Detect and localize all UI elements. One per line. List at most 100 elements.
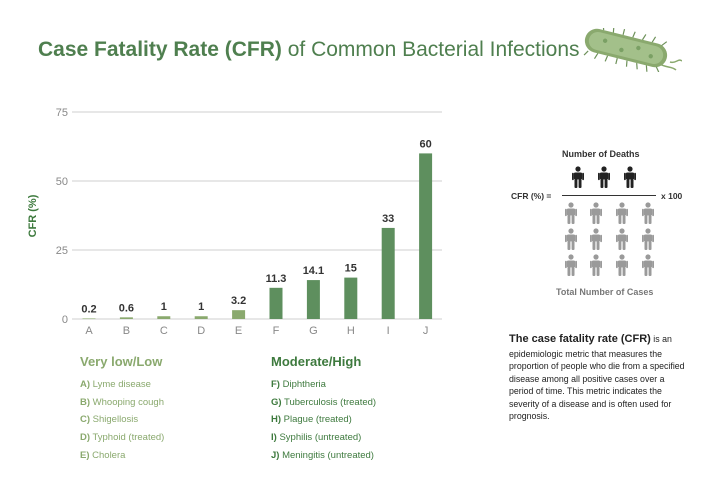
legend-item-code: J) [271,449,280,461]
person-icon [565,228,577,250]
person-icon [590,228,602,250]
x-tick-label: H [347,325,355,337]
data-label: 0.6 [119,302,134,314]
formula-multiplier: x 100 [661,191,683,201]
data-label: 33 [382,213,394,225]
legend-item-code: G) [271,396,282,408]
legend-item-code: I) [271,432,277,444]
label-layer: 0 25 50 75 0.2 A 0.6 B 1 C 1 D 3.2 E 11.3 F 14.1 G 15 H 33 I 6… [56,107,432,337]
legend-item-name: Shigellosis [90,414,139,426]
y-tick-label: 50 [56,176,68,188]
formula-lhs: CFR (%) = [511,191,552,201]
title-rest: of Common Bacterial Infections [281,38,580,61]
bar [82,318,96,320]
person-icon [616,228,628,250]
data-label: 3.2 [231,295,246,307]
person-icon [642,254,654,276]
x-tick-label: J [423,325,429,337]
bar-layer [82,153,433,320]
person-icon [572,166,584,188]
formula-denominator: Total Number of Cases [556,287,654,297]
data-label: 0.2 [81,303,96,315]
legend-item-name: Diphtheria [279,379,326,390]
x-tick-label: E [235,325,242,337]
bar [269,287,283,319]
x-tick-label: A [85,325,93,337]
person-icon [642,228,654,250]
page-title: Case Fatality Rate (CFR) of Common Bacte… [38,38,580,62]
cfr-description: The case fatality rate (CFR) is an epide… [509,332,689,423]
bar [419,153,433,319]
legend-high: Moderate/High F) Diphtheria G) Tuberculo… [271,354,376,467]
legend-item: B) Whooping cough [80,397,164,415]
legend-item: I) Syphilis (untreated) [271,432,376,450]
bar-chart: 0 25 50 75 0.2 A 0.6 B 1 C 1 D 3.2 E 11.3 F 14.1 G 15 H 33 I 6… [27,107,442,337]
person-icon [590,254,602,276]
legend-high-heading: Moderate/High [271,354,362,369]
legend-item-code: F) [271,379,280,390]
bar [157,316,171,319]
legend-item-name: Syphilis (untreated) [276,432,362,444]
legend-item-name: Whooping cough [90,396,164,408]
bar [306,280,320,319]
bar [194,316,208,319]
legend-item-code: D) [80,432,91,444]
person-icon [565,202,577,224]
person-icon [590,202,602,224]
formula-numerator: Number of Deaths [562,149,640,159]
legend-low-heading: Very low/Low [80,354,163,369]
legend-item-name: Lyme disease [90,379,151,390]
data-label: 60 [419,138,431,150]
bar [232,310,246,319]
legend-item: H) Plague (treated) [271,414,376,432]
title-bold: Case Fatality Rate (CFR) [38,38,282,61]
description-rest: is an epidemiologic metric that measures… [509,334,685,422]
legend-item: C) Shigellosis [80,414,164,432]
legend-item: F) Diphtheria [271,379,376,397]
legend-item: J) Meningitis (untreated) [271,450,376,468]
grid-layer [72,111,442,320]
y-axis-title: CFR (%) [27,194,39,237]
x-tick-label: I [387,325,390,337]
legend-item-name: Meningitis (untreated) [279,449,374,461]
y-tick-label: 75 [56,107,68,119]
bar [381,227,395,319]
person-icon [616,202,628,224]
person-icon [624,166,636,188]
legend-item: A) Lyme disease [80,379,164,397]
person-icon [616,254,628,276]
legend-item: D) Typhoid (treated) [80,432,164,450]
legend-item-name: Typhoid (treated) [90,432,165,444]
data-label: 15 [345,263,357,275]
data-label: 1 [161,301,167,313]
legend-item-code: C) [80,414,91,426]
legend-item-code: B) [80,396,91,408]
bacterium-icon [583,28,682,72]
bar [119,317,133,319]
legend-item-name: Cholera [89,449,126,461]
cfr-formula: Number of Deaths CFR (%) = x 100 Total N… [500,140,700,310]
legend-low: Very low/Low A) Lyme disease B) Whooping… [80,354,164,467]
x-tick-label: D [197,325,205,337]
description-bold: The case fatality rate (CFR) [509,333,651,345]
fraction-line [562,195,656,196]
y-tick-label: 0 [62,314,68,326]
people-icons [565,166,654,276]
x-tick-label: C [160,325,168,337]
legend-item-name: Plague (treated) [281,414,352,426]
person-icon [642,202,654,224]
x-tick-label: F [273,325,280,337]
legend-item-code: A) [80,379,91,390]
person-icon [565,254,577,276]
legend-item: G) Tuberculosis (treated) [271,397,376,415]
data-label: 14.1 [303,265,324,277]
person-icon [598,166,610,188]
data-label: 11.3 [266,273,287,285]
data-label: 1 [198,301,204,313]
x-tick-label: B [123,325,130,337]
x-tick-label: G [309,325,318,337]
legend-item-code: E) [80,449,90,461]
y-tick-label: 25 [56,245,68,257]
legend-item-code: H) [271,414,282,426]
bar [344,277,358,319]
